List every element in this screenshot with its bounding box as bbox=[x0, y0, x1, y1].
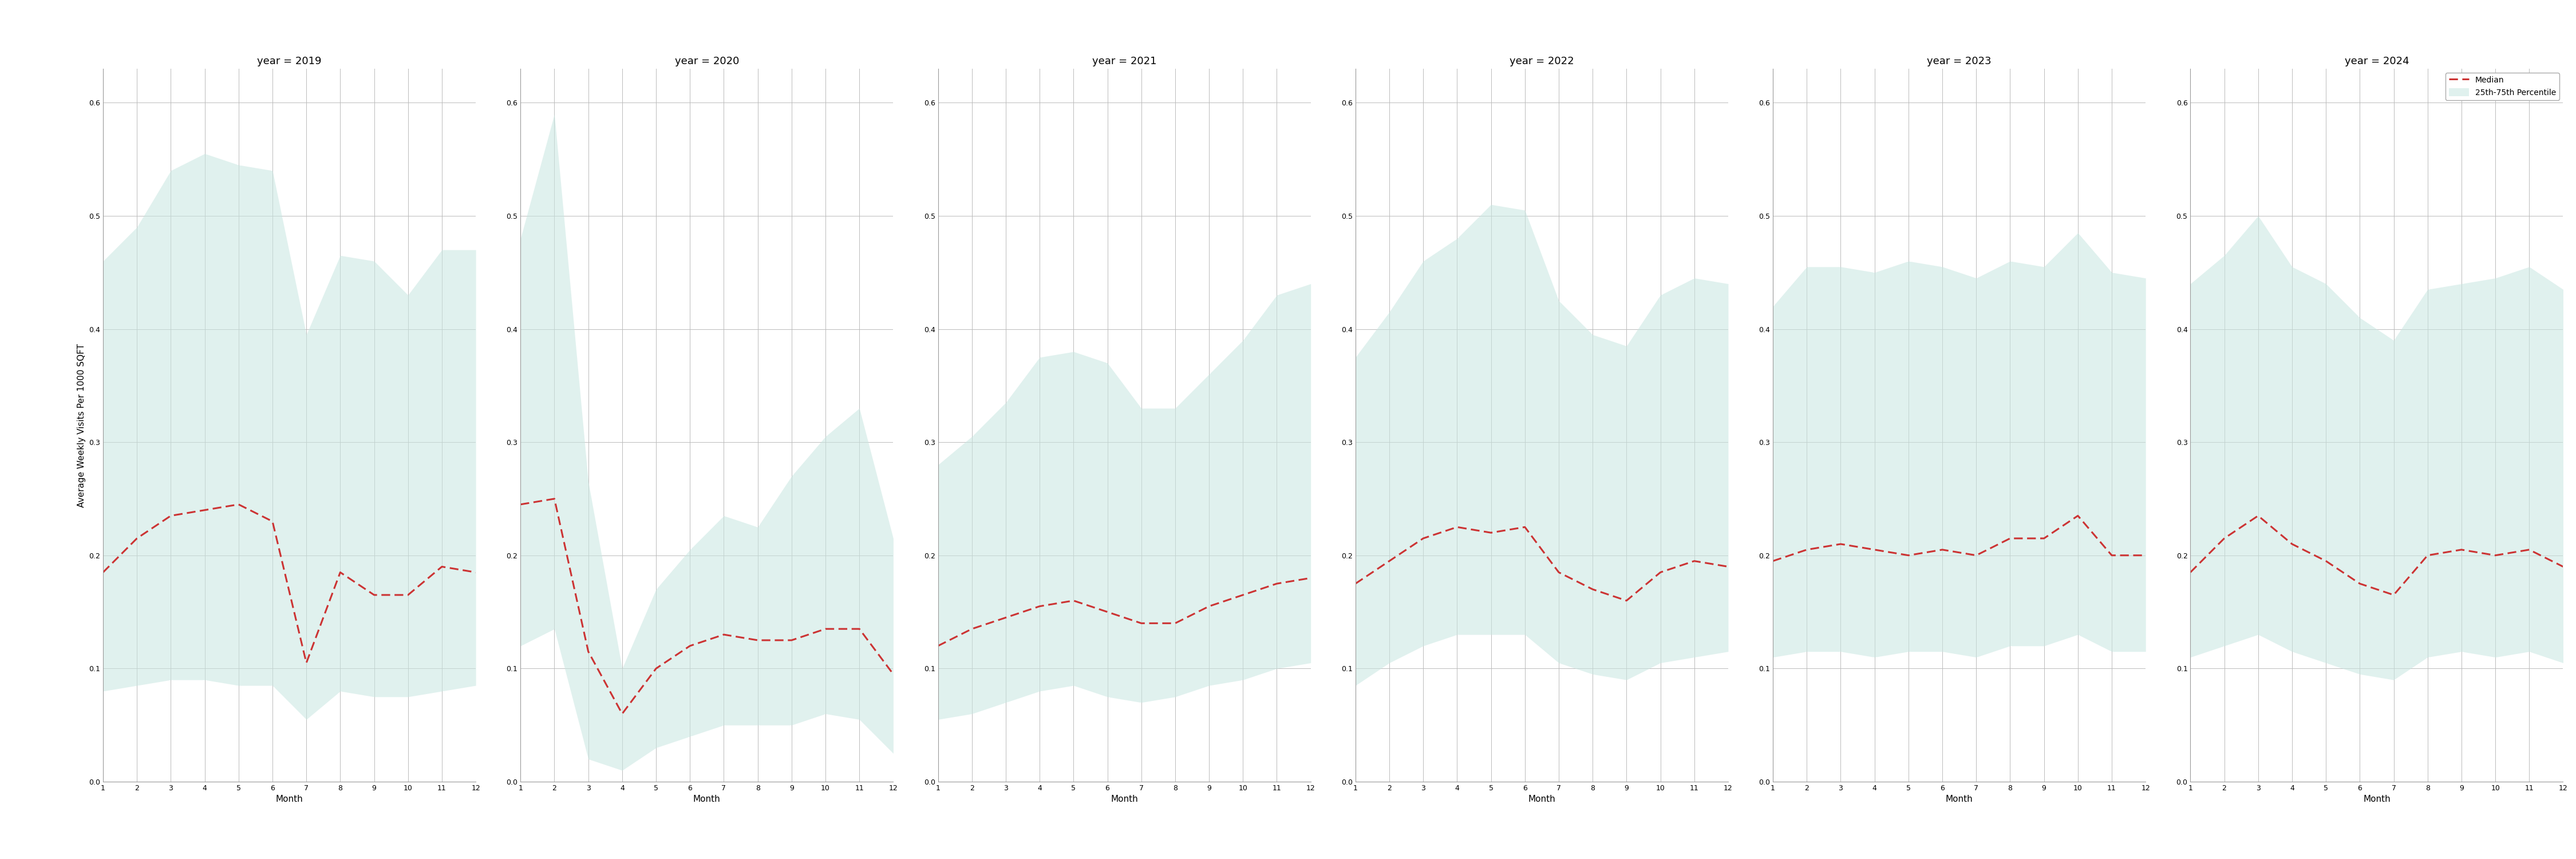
X-axis label: Month: Month bbox=[1528, 795, 1556, 804]
Legend: Median, 25th-75th Percentile: Median, 25th-75th Percentile bbox=[2445, 73, 2558, 100]
Title: year = 2024: year = 2024 bbox=[2344, 56, 2409, 66]
X-axis label: Month: Month bbox=[2362, 795, 2391, 804]
X-axis label: Month: Month bbox=[276, 795, 304, 804]
X-axis label: Month: Month bbox=[1110, 795, 1139, 804]
Title: year = 2020: year = 2020 bbox=[675, 56, 739, 66]
Title: year = 2022: year = 2022 bbox=[1510, 56, 1574, 66]
Title: year = 2021: year = 2021 bbox=[1092, 56, 1157, 66]
Y-axis label: Average Weekly Visits Per 1000 SQFT: Average Weekly Visits Per 1000 SQFT bbox=[77, 344, 85, 507]
X-axis label: Month: Month bbox=[1945, 795, 1973, 804]
Title: year = 2023: year = 2023 bbox=[1927, 56, 1991, 66]
Title: year = 2019: year = 2019 bbox=[258, 56, 322, 66]
X-axis label: Month: Month bbox=[693, 795, 721, 804]
